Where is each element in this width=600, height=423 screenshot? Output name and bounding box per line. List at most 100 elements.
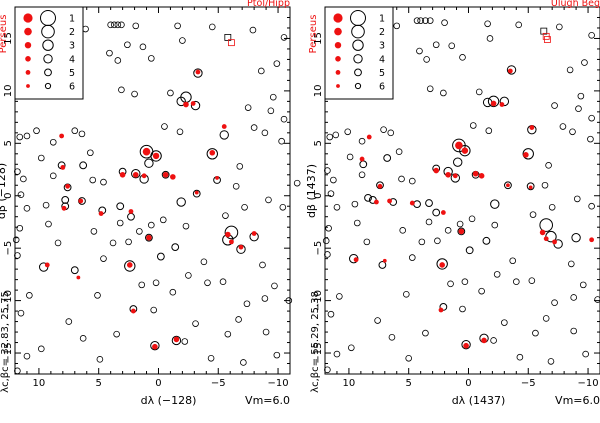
faint-star-point: [125, 238, 132, 246]
y-tick-label: −15: [3, 342, 14, 363]
faint-star-point: [185, 272, 192, 279]
faint-star-point: [16, 133, 24, 141]
faint-star-point: [440, 89, 447, 97]
catalog-star-point: [131, 169, 141, 179]
model-star-point: [463, 342, 469, 349]
legend-label: 4: [379, 54, 385, 65]
faint-star-point: [110, 21, 118, 29]
model-star-point: [499, 102, 505, 107]
chart-panel-1: 10 5 0 −5 −10 −15 −10 −5 0 5 10 15 1 2 3 4 5 6 Ptol/Hipp Pe…: [0, 0, 301, 407]
faint-star-point: [167, 89, 174, 97]
faint-star-point: [113, 330, 120, 338]
faint-star-point: [348, 344, 355, 352]
faint-star-point: [152, 279, 160, 287]
plot-frame: [14, 6, 291, 375]
faint-star-point: [236, 163, 244, 170]
catalog-star-point: [499, 96, 510, 107]
faint-star-point: [395, 148, 403, 156]
faint-star-point: [14, 367, 21, 375]
y-axis-label: dβ (−128): [0, 163, 8, 219]
x-tick-label: 0: [465, 378, 471, 389]
faint-star-point: [425, 218, 433, 226]
faint-star-point: [551, 102, 558, 109]
model-star-point: [382, 258, 387, 263]
faint-star-point: [262, 328, 270, 336]
catalog-star-point: [171, 243, 180, 252]
legend-label: 5: [379, 68, 385, 79]
faint-star-point: [322, 237, 330, 245]
catalog-star-point: [150, 340, 160, 351]
catalog-star-point: [190, 100, 201, 111]
legend-label: 5: [69, 68, 75, 79]
faint-star-point: [577, 92, 585, 100]
highlight-square: [540, 27, 548, 35]
faint-star-point: [204, 279, 211, 287]
catalog-star-point: [61, 196, 70, 204]
legend-red-marker: [24, 42, 32, 49]
model-star-point: [445, 171, 451, 178]
faint-star-point: [78, 130, 86, 138]
legend-red-marker: [334, 27, 342, 36]
faint-star-point: [568, 260, 575, 268]
faint-star-point: [403, 291, 410, 298]
faint-star-point: [408, 254, 416, 261]
faint-star-point: [273, 351, 281, 359]
model-star-point: [455, 141, 463, 150]
faint-star-point: [118, 21, 125, 29]
catalog-star-point: [504, 181, 512, 190]
legend: 1 2 3 4 5 6: [324, 6, 394, 100]
faint-star-point: [280, 115, 288, 123]
faint-star-point: [327, 190, 335, 197]
faint-star-point: [90, 228, 98, 235]
catalog-star-point: [193, 68, 203, 78]
faint-star-point: [434, 237, 441, 245]
faint-star-point: [258, 67, 265, 75]
faint-star-point: [23, 205, 31, 212]
faint-star-point: [259, 261, 266, 269]
legend-red-marker: [335, 56, 341, 62]
y-tick-label: −15: [313, 342, 324, 363]
model-star-point: [152, 343, 158, 350]
catalog-star-point: [383, 154, 392, 162]
legend: 1 2 3 4 5 6: [14, 6, 84, 100]
center-coordinates-label: λc,βc= 32.83, 25.75: [0, 291, 11, 393]
faint-star-point: [461, 278, 469, 286]
faint-star-point: [485, 127, 493, 135]
model-star-point: [60, 165, 66, 170]
faint-star-point: [114, 21, 122, 29]
faint-star-point: [588, 114, 595, 122]
faint-star-point: [106, 49, 113, 57]
legend-black-marker: [44, 82, 52, 90]
y-tick-label: 0: [313, 193, 324, 199]
legend-black-marker: [351, 24, 365, 39]
model-star-point: [194, 190, 199, 195]
model-star-point: [173, 336, 180, 343]
catalog-star-point: [116, 202, 125, 211]
x-tick-label: 10: [343, 378, 356, 389]
faint-star-point: [588, 32, 595, 39]
catalog-star-point: [219, 130, 229, 140]
faint-star-point: [581, 59, 588, 66]
faint-star-point: [208, 23, 216, 31]
faint-star-point: [422, 17, 429, 24]
faint-star-point: [96, 356, 104, 363]
catalog-star-point: [176, 96, 186, 107]
model-star-point: [142, 147, 151, 156]
legend-label: 2: [69, 27, 75, 38]
faint-star-point: [326, 133, 334, 141]
faint-star-point: [490, 337, 497, 344]
faint-star-point: [293, 179, 301, 187]
faint-star-point: [398, 175, 405, 183]
faint-star-point: [325, 224, 332, 232]
constellation-label: Perseus: [0, 15, 9, 54]
model-star-point: [461, 147, 469, 154]
faint-star-point: [426, 17, 434, 24]
model-star-point: [529, 125, 535, 130]
model-star-point: [409, 200, 415, 206]
faint-star-point: [132, 22, 140, 30]
faint-star-point: [94, 292, 101, 299]
faint-star-point: [405, 354, 412, 362]
y-axis-label: dβ (1437): [305, 164, 318, 218]
catalog-star-point: [124, 260, 136, 272]
